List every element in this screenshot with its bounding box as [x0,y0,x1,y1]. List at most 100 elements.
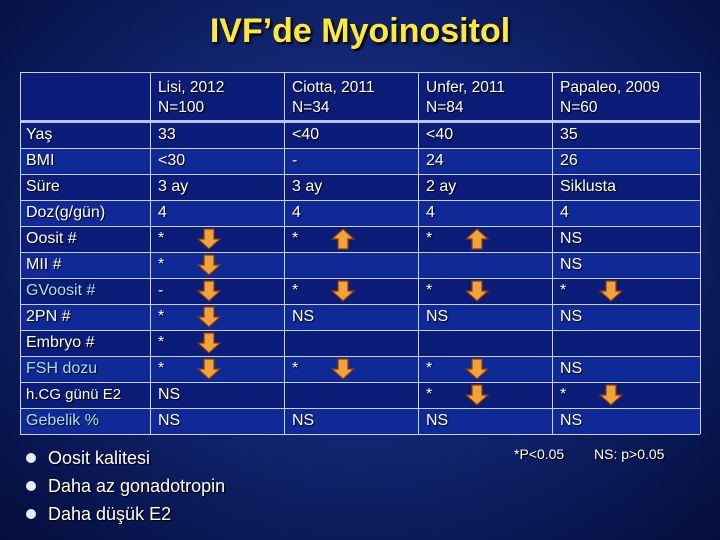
table-cell: * [560,282,567,299]
row-label: FSH dozu [26,360,98,377]
table-cell: 3 ay [158,178,189,195]
arrow-down-icon [598,384,624,406]
table-cell: NS [292,308,315,325]
table-cell: * [292,230,299,247]
column-header: Ciotta, 2011 N=34 [292,78,414,118]
row-separator [20,226,700,227]
row-stripe [20,148,700,174]
row-stripe [20,200,700,226]
table-cell: * [426,386,433,403]
row-label: GVoosit # [26,282,96,299]
arrow-down-icon [196,228,222,250]
table-cell: 24 [426,152,444,169]
column-separator [700,72,701,434]
table-cell: - [158,282,164,299]
table-cell: NS [158,412,181,429]
row-separator [20,200,700,201]
table-cell: 4 [560,204,569,221]
column-header-n: N=84 [426,99,464,116]
table-cell: * [158,360,165,377]
table-cell: NS [560,230,583,247]
table-cell: <30 [158,152,186,169]
table-cell: NS [426,308,449,325]
row-label: Gebelik % [26,412,99,429]
row-separator [20,382,700,383]
column-separator [20,72,21,434]
bullet-dot-icon [26,453,36,463]
bullet-text: Oosit kalitesi [48,448,151,468]
table-cell: * [426,360,433,377]
arrow-down-icon [464,280,490,302]
column-header: Papaleo, 2009 N=60 [560,78,696,118]
table-cell: NS [426,412,449,429]
table-cell: <40 [292,126,320,143]
row-separator [20,408,700,409]
significance-note: *P<0.05 [514,446,565,462]
arrow-up-icon [464,228,490,250]
column-separator [552,72,553,434]
arrow-down-icon [330,280,356,302]
table-cell: 35 [560,126,578,143]
table-cell: * [292,282,299,299]
header-separator [20,120,700,123]
table-cell: 26 [560,152,578,169]
bullet-text: Daha az gonadotropin [48,476,226,496]
row-label: MII # [26,256,62,273]
row-stripe [20,408,700,434]
row-label: Embryo # [26,334,95,351]
row-separator [20,278,700,279]
table-border-top [20,72,700,73]
row-stripe [20,252,700,278]
arrow-down-icon [196,332,222,354]
bullet-item: Daha az gonadotropin [26,472,225,500]
table-cell: * [158,334,165,351]
table-cell: NS [560,308,583,325]
arrow-down-icon [196,358,222,380]
row-label: 2PN # [26,308,71,325]
table-cell: * [158,256,165,273]
row-separator [20,330,700,331]
table-cell: Siklusta [560,178,617,195]
arrow-down-icon [196,254,222,276]
row-separator [20,304,700,305]
row-label: BMI [26,152,55,169]
table-cell: 33 [158,126,176,143]
row-separator [20,148,700,149]
column-header-study: Ciotta, 2011 [292,79,375,96]
row-separator [20,252,700,253]
arrow-up-icon [330,228,356,250]
arrow-down-icon [598,280,624,302]
row-label: Oosit # [26,230,77,247]
table-cell: * [158,230,165,247]
bullet-dot-icon [26,509,36,519]
column-separator [418,72,419,434]
column-separator [150,72,151,434]
column-header-n: N=34 [292,99,330,116]
bullet-text: Daha düşük E2 [48,504,172,524]
column-header: Unfer, 2011 N=84 [426,78,548,118]
row-label: Yaş [26,126,53,143]
row-label: Doz(g/gün) [26,204,106,221]
table-cell: * [158,308,165,325]
table-cell: * [292,360,299,377]
table-cell: <40 [426,126,454,143]
bullet-item: Oosit kalitesi [26,444,225,472]
bullet-list: Oosit kalitesi Daha az gonadotropin Daha d… [26,444,225,528]
row-separator [20,356,700,357]
table-cell: NS [292,412,315,429]
row-label: Süre [26,178,60,195]
column-separator [284,72,285,434]
slide-title: IVF’de Myoinositol [209,12,511,50]
table-cell: 4 [292,204,301,221]
row-stripe [20,356,700,382]
column-header-study: Unfer, 2011 [426,79,505,96]
table-cell: NS [560,412,583,429]
row-separator [20,174,700,175]
table-cell: 4 [426,204,435,221]
table-cell: * [560,386,567,403]
column-header-n: N=60 [560,99,598,116]
row-label: h.CG günü E2 [26,386,122,403]
table-cell: * [426,230,433,247]
table-cell: NS [560,256,583,273]
arrow-down-icon [464,358,490,380]
